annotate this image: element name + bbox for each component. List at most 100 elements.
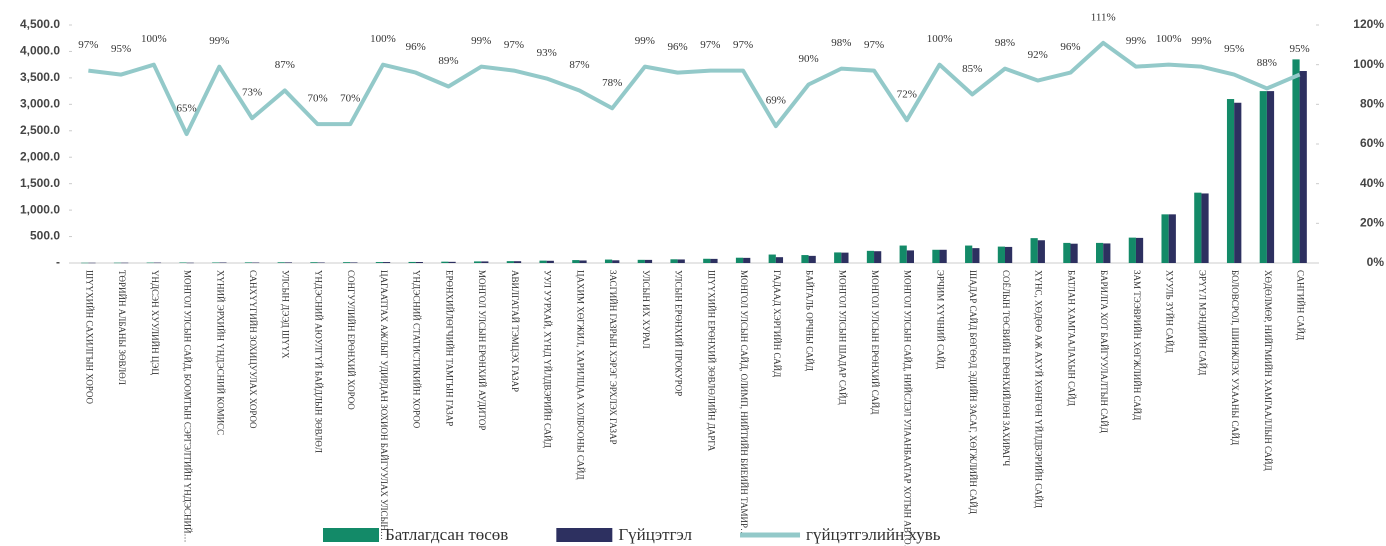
y2-tick-label: 20% <box>1360 216 1384 230</box>
data-label: 89% <box>438 55 458 67</box>
y-tick-label: - <box>56 255 60 269</box>
bar <box>186 262 194 264</box>
bar <box>1194 192 1202 263</box>
data-label: 70% <box>307 93 327 105</box>
bar <box>1096 242 1104 263</box>
x-tick-label: ЭРҮҮЛ МЭНДИЙН САЙД <box>1197 270 1207 375</box>
bar <box>153 262 162 264</box>
bar <box>841 252 849 263</box>
bar <box>939 249 947 263</box>
bar <box>834 252 842 263</box>
data-label: 92% <box>1028 49 1048 61</box>
bar <box>1030 238 1038 263</box>
data-label: 88% <box>1257 57 1277 69</box>
data-label: 97% <box>733 39 753 51</box>
bar <box>579 260 587 263</box>
bar <box>612 260 620 263</box>
x-tick-label: ҮНДЭСНИЙ АЮУЛГҮЙ БАЙДЛЫН ЗӨВЛӨЛ <box>313 270 323 453</box>
bar <box>310 262 318 263</box>
x-tick-label: ХҮНС, ХӨДӨӨ АЖ АХУЙ ХӨНГӨН ҮЙЛДВЭРИЙН СА… <box>1034 270 1044 508</box>
bar <box>1266 91 1275 263</box>
y-tick-label: 4,500.0 <box>20 17 60 31</box>
y-tick-label: 4,000.0 <box>20 44 60 58</box>
data-label: 100% <box>141 33 167 45</box>
data-label: 96% <box>406 41 426 53</box>
x-tick-label: ХҮНИЙ ЭРХИЙН ҮНДЭСНИЙ КОМИСС <box>215 270 225 435</box>
data-label: 99% <box>471 35 491 47</box>
x-tick-label: МОНГОЛ УЛСЫН ЕРӨНХИЙ САЙД <box>870 270 880 414</box>
bar <box>743 257 751 263</box>
bar <box>1063 242 1071 263</box>
bar <box>866 250 875 263</box>
data-label: 78% <box>602 77 622 89</box>
bar <box>415 261 423 263</box>
x-tick-label: СОЁЛЫН ТӨСВИЙН ЕРӨНХИЙЛӨН ЗАХИРАГЧ <box>1001 270 1011 466</box>
data-label: 87% <box>275 59 295 71</box>
x-tick-label: БОЛОВСРОЛ, ШИНЖЛЭХ УХААНЫ САЙД <box>1230 270 1240 445</box>
y2-tick-label: 40% <box>1360 176 1384 190</box>
data-label: 111% <box>1091 11 1116 23</box>
bar <box>1234 102 1242 263</box>
bar <box>481 261 489 263</box>
bar <box>474 261 482 263</box>
bar <box>179 262 187 263</box>
x-tick-label: ЗАМ ТЭЭВРИЙН ХӨГЖЛИЙН САЙД <box>1132 270 1142 420</box>
bar <box>219 262 227 263</box>
data-label: 69% <box>766 95 786 107</box>
legend-label: гүйцэтгэлийн хувь <box>806 525 941 544</box>
bar <box>703 258 711 263</box>
data-label: 95% <box>111 43 131 55</box>
x-tick-label: ЕРӨНХИЙЛӨГЧИЙН ТАМГЫН ГАЗАР <box>444 270 454 426</box>
bar <box>997 246 1005 263</box>
data-label: 99% <box>1191 35 1211 47</box>
y2-tick-label: 0% <box>1367 255 1385 269</box>
x-tick-label: ЦАХИМ ХӨГЖИЛ, ХАРИЛЦАА ХОЛБООНЫ САЙД <box>575 270 585 480</box>
bar <box>252 262 260 264</box>
x-tick-label: САНХҮҮГИЙН ЗОХИЦУУЛАХ ХОРОО <box>248 270 258 429</box>
data-label: 85% <box>962 63 982 75</box>
bar <box>604 259 613 263</box>
x-tick-label: ҮНДСЭН ХУУЛИЙН ЦЭЦ <box>150 270 160 375</box>
y-tick-label: 3,500.0 <box>20 70 60 84</box>
bar <box>808 255 816 263</box>
data-label: 97% <box>504 39 524 51</box>
data-label: 97% <box>78 39 98 51</box>
data-label: 96% <box>1060 41 1080 53</box>
y2-tick-label: 120% <box>1353 17 1384 31</box>
bar <box>670 259 678 263</box>
data-label: 97% <box>700 39 720 51</box>
x-tick-label: ТӨРИЙН АЛБАНЫ ЗӨВЛӨЛ <box>117 270 127 385</box>
x-tick-label: ХӨДӨЛМӨР, НИЙГМИЙН ХАМГААЛЛЫН САЙД <box>1263 270 1273 471</box>
legend-label: Гүйцэтгэл <box>618 525 692 544</box>
bar <box>146 262 154 264</box>
x-tick-label: УЛСЫН ДЭЭД ШҮҮХ <box>281 270 291 359</box>
bar <box>1161 214 1169 263</box>
x-tick-label: УЛСЫН ЕРӨНХИЙ ПРОКУРОР <box>674 270 684 396</box>
x-tick-label: ШҮҮХИЙН ЕРӨНХИЙ ЗӨВЛӨЛИЙН ДАРГА <box>706 270 716 452</box>
x-tick-label: УЛСЫН ИХ ХУРАЛ <box>641 270 651 349</box>
bar <box>539 260 547 263</box>
bar <box>775 257 784 263</box>
data-label: 98% <box>831 37 851 49</box>
x-tick-label: СОНГУУЛИЙН ЕРӨНХИЙ ХОРОО <box>346 270 356 410</box>
data-label: 96% <box>668 41 688 53</box>
bar <box>441 261 449 263</box>
data-label: 100% <box>927 33 953 45</box>
bar <box>546 260 554 263</box>
data-label: 90% <box>798 53 818 65</box>
y-tick-label: 500.0 <box>30 229 60 243</box>
x-tick-label: САНГИЙН САЙД <box>1296 270 1306 340</box>
bar <box>637 259 645 263</box>
x-tick-label: БАРИЛГА ХОТ БАЙГУУЛАЛТЫН САЙД <box>1099 270 1109 433</box>
y2-tick-label: 60% <box>1360 136 1384 150</box>
data-label: 99% <box>635 35 655 47</box>
data-label: 100% <box>370 33 396 45</box>
x-tick-label: МОНГОЛ УЛСЫН ЕРӨНХИЙ АУДИТОР <box>477 270 487 430</box>
y2-tick-label: 100% <box>1353 57 1384 71</box>
bar <box>874 251 882 263</box>
bar <box>801 255 809 263</box>
x-tick-label: ГАДААД ХЭРГИЙН САЙД <box>772 270 782 377</box>
x-tick-label: ЭРЧИМ ХҮЧНИЙ САЙД <box>935 270 945 369</box>
x-tick-label: МОНГОЛ УЛСЫН САЙД, ОЛИМП, НИЙТИЙН БИЕИЙН… <box>739 270 749 537</box>
